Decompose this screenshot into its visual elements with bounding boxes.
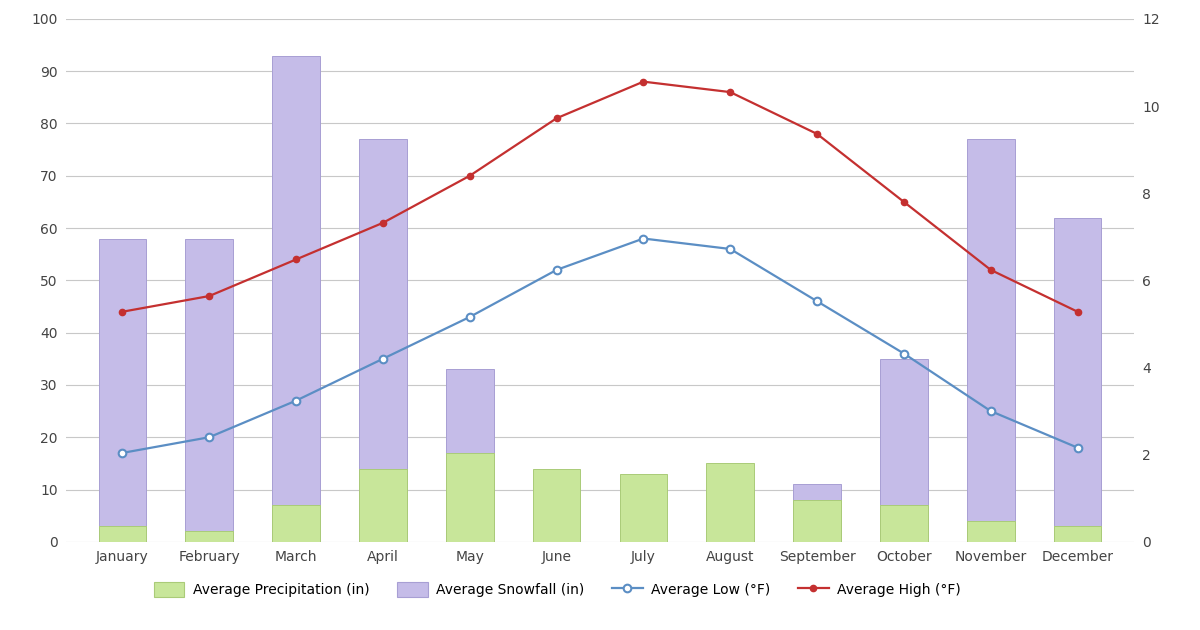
Bar [880,358,928,542]
Bar [185,239,233,542]
Bar [793,484,841,542]
Bar [880,505,928,542]
Bar [533,469,581,542]
Bar [272,55,320,542]
Bar [967,521,1015,542]
Bar [359,469,407,542]
Bar [793,500,841,542]
Bar [359,139,407,542]
Bar [446,369,493,542]
Legend: Average Precipitation (in), Average Snowfall (in), Average Low (°F), Average Hig: Average Precipitation (in), Average Snow… [149,577,966,603]
Bar [185,531,233,542]
Bar [619,474,667,542]
Bar [1054,526,1102,542]
Bar [98,239,146,542]
Bar [1054,217,1102,542]
Bar [446,453,493,542]
Bar [707,464,754,542]
Bar [967,139,1015,542]
Bar [98,526,146,542]
Bar [272,505,320,542]
